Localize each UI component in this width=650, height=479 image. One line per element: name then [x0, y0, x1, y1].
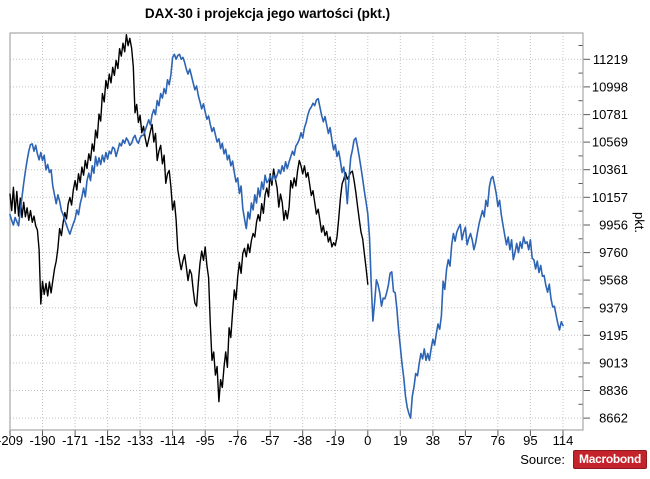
source-label: Source:: [520, 452, 566, 467]
x-tick-label: -19: [326, 433, 345, 448]
y-tick-label: 9013: [599, 356, 628, 371]
x-tick-label: 95: [523, 433, 537, 448]
x-tick-label: -133: [127, 433, 153, 448]
x-tick-label: 57: [458, 433, 472, 448]
y-tick-label: 9568: [599, 273, 628, 288]
y-tick-label: 9760: [599, 245, 628, 260]
x-tick-label: -152: [95, 433, 121, 448]
y-tick-label: 8662: [599, 411, 628, 426]
y-tick-label: 11219: [593, 52, 628, 67]
x-tick-label: 19: [393, 433, 407, 448]
macrobond-logo: Macrobond: [573, 450, 647, 469]
x-tick-label: -57: [261, 433, 280, 448]
x-tick-label: 114: [553, 433, 574, 448]
source-row: Source: Macrobond: [520, 450, 647, 469]
plot-border: [9, 32, 584, 431]
x-tick-label: -95: [196, 433, 215, 448]
series-projekcja-line: [9, 53, 564, 419]
x-tick-label: -171: [62, 433, 88, 448]
series-dax-30-line: [9, 34, 369, 403]
axis-labels: 11219 10998 10781 10569 10361 10157 9956 9760 95…: [0, 52, 628, 448]
x-tick-label: -190: [29, 433, 55, 448]
axis-ticks: [9, 45, 590, 436]
y-tick-label: 10569: [592, 135, 628, 150]
y-tick-label: 9956: [599, 218, 628, 233]
chart-title: DAX-30 i projekcja jego wartości (pkt.): [144, 6, 391, 21]
y-tick-label: 8836: [599, 383, 628, 398]
y-tick-label: 9195: [599, 328, 628, 343]
y-axis-unit-label: pkt.: [632, 212, 647, 233]
x-tick-label: -38: [293, 433, 312, 448]
x-tick-label: 76: [491, 433, 505, 448]
x-tick-label: -76: [228, 433, 247, 448]
x-tick-label: -114: [160, 433, 185, 448]
y-tick-label: 10361: [592, 162, 628, 177]
y-tick-label: 10998: [592, 79, 628, 94]
x-tick-label: -209: [0, 433, 23, 448]
y-tick-label: 9379: [599, 300, 628, 315]
gridlines: [9, 33, 583, 430]
x-tick-label: 38: [426, 433, 440, 448]
y-tick-label: 10157: [592, 190, 628, 205]
x-tick-label: 0: [364, 433, 371, 448]
y-tick-label: 10781: [592, 107, 628, 122]
